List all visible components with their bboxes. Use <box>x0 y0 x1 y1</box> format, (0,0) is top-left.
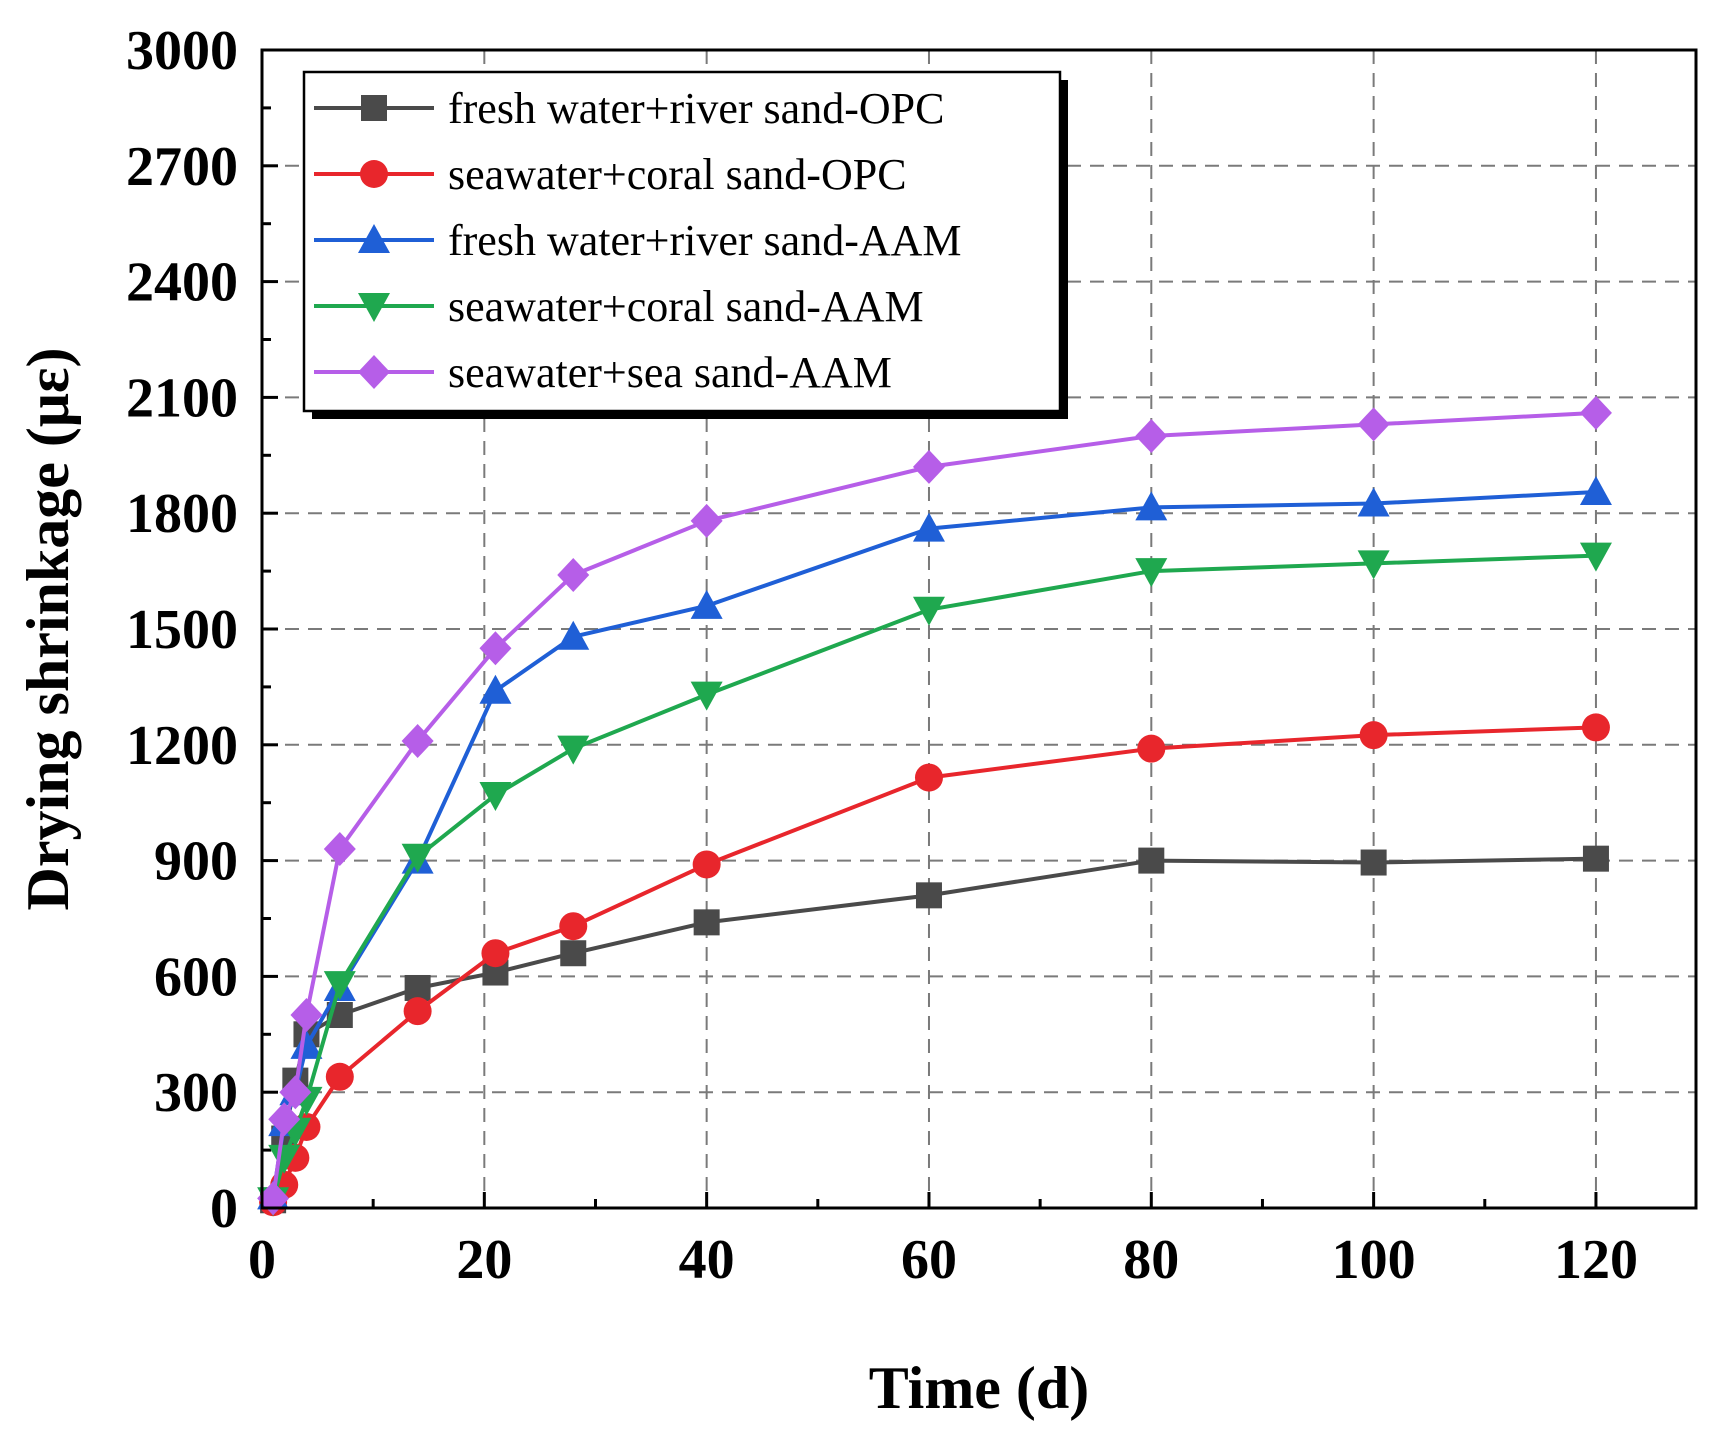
y-tick-label: 2400 <box>126 252 238 314</box>
axis-ticks <box>260 48 1598 1210</box>
y-tick-label: 600 <box>154 946 238 1008</box>
legend-marker <box>360 160 388 188</box>
x-tick-label: 40 <box>679 1229 735 1291</box>
data-point <box>1579 395 1612 430</box>
data-point <box>290 1029 323 1059</box>
data-point <box>403 997 432 1026</box>
legend: fresh water+river sand-OPC seawater+coral… <box>302 70 1068 419</box>
data-point <box>323 971 356 1001</box>
y-tick-label: 0 <box>210 1178 238 1240</box>
legend-marker <box>361 95 387 121</box>
legend-marker <box>358 224 390 253</box>
x-tick-label: 100 <box>1332 1229 1416 1291</box>
data-point <box>1135 558 1168 588</box>
data-point <box>404 974 431 1001</box>
legend-label: seawater+coral sand-AAM <box>448 282 924 331</box>
data-point <box>557 735 590 765</box>
data-point <box>1135 491 1168 521</box>
series-5 <box>257 395 1612 1216</box>
data-point <box>1357 550 1390 580</box>
data-point <box>690 681 723 711</box>
series-1 <box>260 845 1609 1214</box>
x-tick-label: 120 <box>1554 1229 1638 1291</box>
y-tick-label: 3000 <box>126 20 238 82</box>
series-3 <box>257 475 1612 1210</box>
data-point <box>323 832 356 867</box>
data-point <box>557 557 590 592</box>
data-point <box>1135 419 1168 453</box>
data-point <box>559 912 588 941</box>
y-tick-label: 900 <box>154 831 238 893</box>
legend-label: seawater+coral sand-OPC <box>448 150 907 199</box>
data-point <box>1359 721 1388 750</box>
data-point <box>290 998 323 1032</box>
data-point <box>325 1062 354 1091</box>
data-point <box>1579 475 1612 505</box>
data-point <box>915 882 942 909</box>
x-tick-label: 80 <box>1123 1229 1179 1291</box>
series-line <box>271 856 1596 1201</box>
data-series <box>257 395 1612 1217</box>
series-line <box>271 553 1597 1201</box>
series-2 <box>259 713 1610 1217</box>
y-tick-label: 2700 <box>126 136 238 198</box>
y-tick-label: 2100 <box>126 367 238 429</box>
legend-entry: seawater+coral sand-AAM <box>314 282 924 331</box>
data-point <box>557 620 590 650</box>
y-tick-label: 1800 <box>126 483 238 545</box>
data-point <box>690 503 723 538</box>
series-line <box>271 725 1597 1204</box>
data-point <box>268 1102 301 1137</box>
data-point <box>1360 849 1387 876</box>
data-point <box>912 449 945 484</box>
data-point <box>1582 845 1609 872</box>
data-point <box>479 631 512 666</box>
x-tick-label: 60 <box>901 1229 957 1291</box>
legend-label: seawater+sea sand-AAM <box>448 348 892 397</box>
data-point <box>279 1075 312 1110</box>
y-tick-labels: 0 300 600 900 1200 1500 1800 2100 2400 2700 3000 <box>126 20 238 1240</box>
data-point <box>1357 487 1390 517</box>
data-point <box>693 909 720 936</box>
legend-entry: seawater+coral sand-OPC <box>314 150 907 199</box>
legend-label: fresh water+river sand-OPC <box>448 84 944 133</box>
x-tick-labels: 0 20 40 60 80 100 120 <box>248 1229 1638 1291</box>
data-point <box>479 674 512 704</box>
y-tick-label: 1500 <box>126 599 238 661</box>
data-point <box>560 940 587 967</box>
data-point <box>1579 542 1612 572</box>
legend-marker <box>358 293 390 322</box>
x-tick-label: 0 <box>248 1229 276 1291</box>
y-tick-label: 300 <box>154 1062 238 1124</box>
legend-entry: seawater+sea sand-AAM <box>314 348 892 397</box>
data-point <box>481 939 510 968</box>
plot-frame <box>260 48 1698 1210</box>
legend-marker <box>358 355 390 389</box>
data-point <box>690 589 723 619</box>
data-point <box>912 512 945 542</box>
data-point <box>479 781 512 811</box>
data-point <box>912 596 945 626</box>
data-point <box>1581 713 1610 742</box>
legend-entry: fresh water+river sand-AAM <box>314 216 962 265</box>
x-axis-title: Time (d) <box>869 1355 1090 1421</box>
data-point <box>401 723 434 758</box>
data-point <box>1137 734 1166 763</box>
legend-label: fresh water+river sand-AAM <box>448 216 962 265</box>
legend-items: fresh water+river sand-OPC seawater+coral… <box>314 84 962 397</box>
y-axis-title: Drying shrinkage (με) <box>15 348 81 911</box>
series-4 <box>257 542 1612 1217</box>
data-point <box>1357 407 1390 442</box>
data-point <box>401 843 434 873</box>
legend-entry: fresh water+river sand-OPC <box>314 84 944 133</box>
y-tick-label: 1200 <box>126 715 238 777</box>
data-point <box>268 1144 301 1174</box>
data-point <box>914 763 943 792</box>
data-point <box>692 850 721 879</box>
data-point <box>1138 847 1165 874</box>
x-tick-label: 20 <box>456 1229 512 1291</box>
